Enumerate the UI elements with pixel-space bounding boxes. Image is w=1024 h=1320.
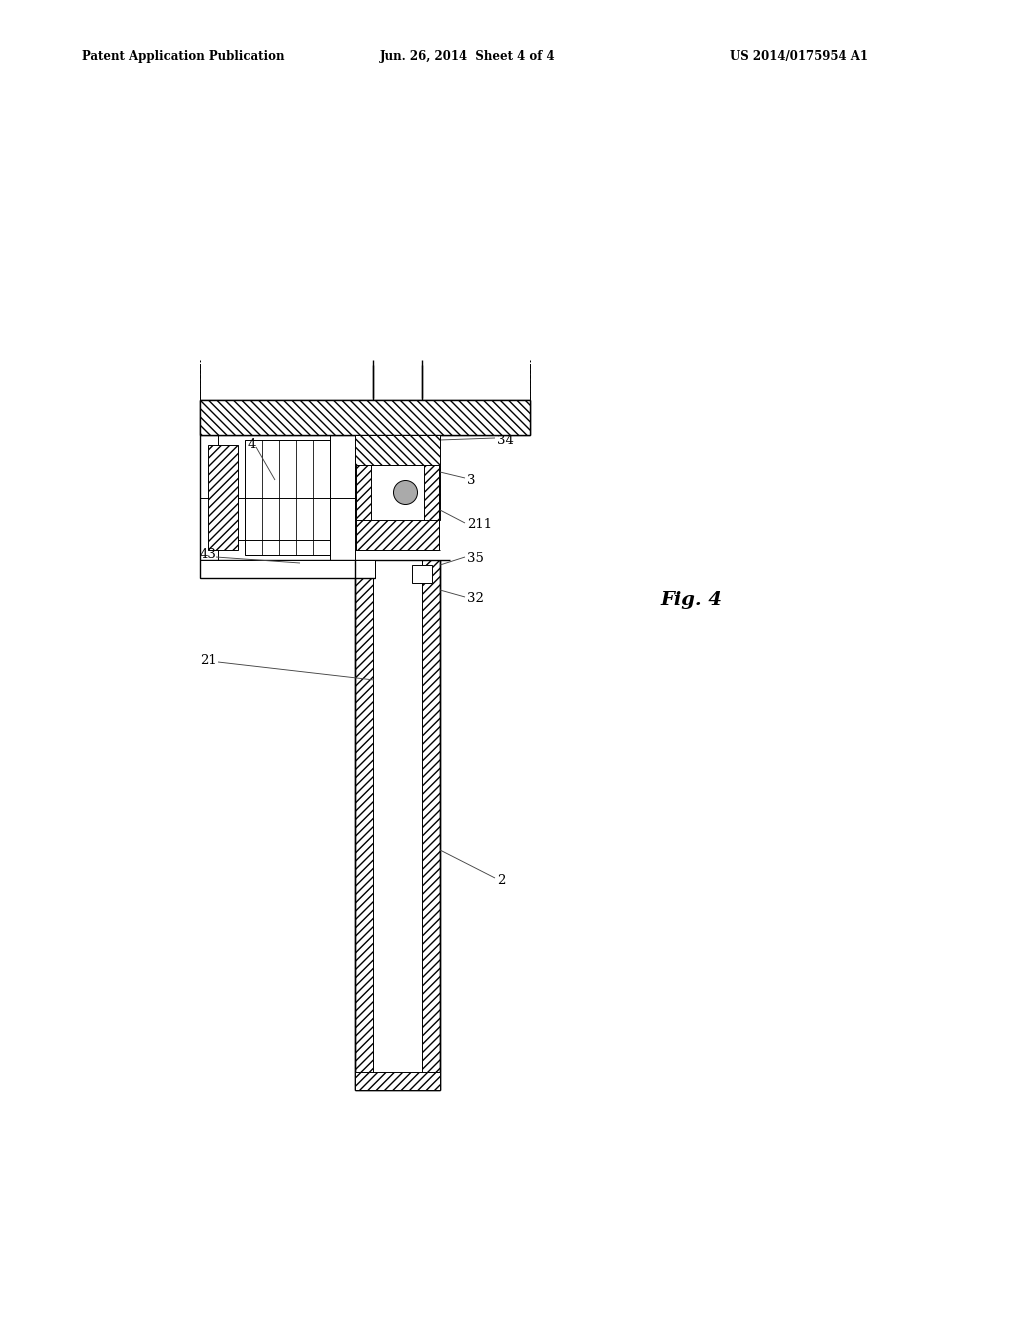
Text: 211: 211	[467, 519, 493, 532]
Bar	[313, 440, 330, 554]
Bar	[200, 560, 375, 578]
Bar	[208, 445, 238, 550]
Text: 34: 34	[497, 433, 514, 446]
Text: 4: 4	[248, 438, 256, 451]
Circle shape	[393, 480, 418, 504]
Text: Jun. 26, 2014  Sheet 4 of 4: Jun. 26, 2014 Sheet 4 of 4	[380, 50, 556, 63]
Bar	[424, 465, 439, 520]
Text: US 2014/0175954 A1: US 2014/0175954 A1	[730, 50, 868, 63]
Bar	[296, 440, 313, 554]
Text: 21: 21	[200, 653, 217, 667]
Bar	[356, 465, 371, 520]
Bar	[279, 440, 296, 554]
Text: 35: 35	[467, 552, 484, 565]
Text: 2: 2	[497, 874, 506, 887]
Bar	[355, 1072, 440, 1090]
Text: 3: 3	[467, 474, 475, 487]
Bar	[245, 440, 262, 554]
Bar	[412, 565, 432, 583]
Bar	[422, 560, 440, 1090]
Bar	[355, 436, 440, 465]
Bar	[200, 400, 530, 436]
Bar	[262, 440, 279, 554]
Text: Patent Application Publication: Patent Application Publication	[82, 50, 285, 63]
Text: 43: 43	[200, 549, 217, 561]
Text: 32: 32	[467, 591, 484, 605]
Text: Fig. 4: Fig. 4	[660, 591, 722, 609]
Bar	[356, 520, 439, 550]
Bar	[355, 560, 373, 1090]
